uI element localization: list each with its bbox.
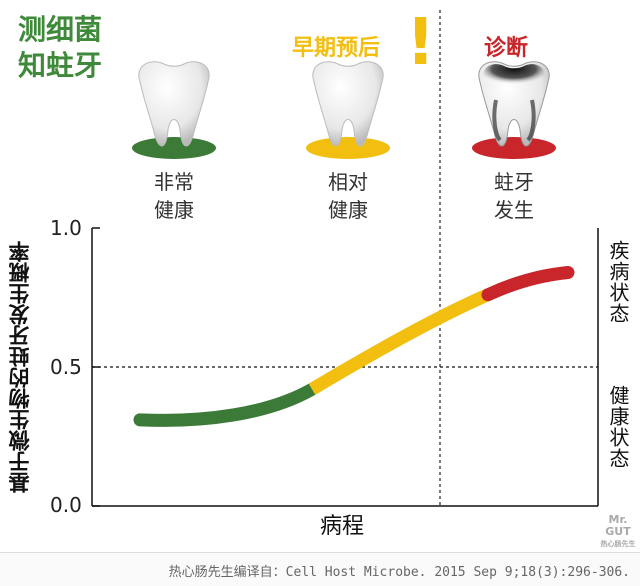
exclamation-icon: ! — [406, 6, 436, 80]
watermark-line-2: GUT — [605, 525, 631, 538]
tooth-2-label: 相对 健康 — [303, 168, 393, 224]
y-axis-title: 基于微生物的蛀牙发生概率 — [8, 241, 32, 493]
tooth-3-label-line-2: 发生 — [494, 198, 534, 222]
footer-bar: 热心肠先生编译自：Cell Host Microbe. 2015 Sep 9;1… — [0, 552, 640, 586]
tooth-2-label-line-1: 相对 — [328, 170, 368, 194]
curve-segment-0 — [133, 382, 319, 427]
tooth-2-label-line-2: 健康 — [328, 198, 368, 222]
tooth-relatively-healthy-icon — [306, 61, 390, 159]
tooth-very-healthy-icon — [132, 61, 216, 159]
tooth-1-label-line-1: 非常 — [154, 170, 194, 194]
tooth-3-label-line-1: 蛀牙 — [494, 170, 534, 194]
healthy-state-label: 健康状态 — [606, 385, 630, 469]
stage-prognosis-label: 早期预后 — [292, 36, 381, 61]
tooth-1-label-line-2: 健康 — [154, 198, 194, 222]
y-tick-label-1: 1.0 — [50, 216, 82, 240]
tooth-3-label: 蛀牙 发生 — [469, 168, 559, 224]
stage-diagnosis-label: 诊断 — [484, 36, 529, 61]
tooth-decayed-icon — [472, 61, 556, 159]
y-tick-label-05: 0.5 — [50, 355, 82, 379]
y-tick-label-0: 0.0 — [50, 493, 82, 517]
watermark-line-3: 热心肠先生 — [600, 540, 636, 548]
tooth-1-label: 非常 健康 — [129, 168, 219, 224]
title-line-2: 知蛀牙 — [18, 49, 103, 82]
watermark-line-1: Mr. — [608, 513, 628, 526]
illustration-layer — [132, 10, 556, 506]
curve-segment-2 — [481, 265, 575, 302]
page-title: 测细菌 知蛀牙 — [18, 12, 102, 84]
tooth-base-green — [132, 137, 216, 159]
title-line-1: 测细菌 — [18, 13, 103, 46]
probability-chart — [91, 227, 599, 507]
curve-segment-1 — [308, 288, 491, 395]
watermark-logo: Mr. GUT 热心肠先生 — [600, 514, 636, 550]
x-axis-title: 病程 — [320, 514, 365, 539]
tooth-base-red — [472, 137, 556, 159]
tooth-base-yellow — [306, 137, 390, 159]
source-citation: 热心肠先生编译自：Cell Host Microbe. 2015 Sep 9;1… — [168, 565, 630, 580]
disease-state-label: 疾病状态 — [606, 240, 630, 324]
